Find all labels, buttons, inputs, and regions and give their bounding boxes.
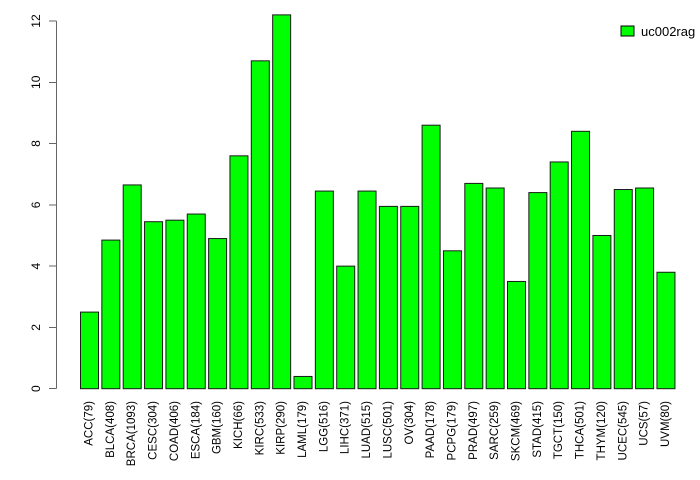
- chart-bar: [442, 250, 462, 390]
- chart-bar: [635, 187, 655, 390]
- x-axis-label: SARC(259): [489, 401, 501, 460]
- x-axis-label: LUAD(515): [361, 401, 373, 459]
- x-axis-label: LAML(179): [297, 401, 309, 458]
- chart-bar: [528, 192, 548, 390]
- chart-bar: [186, 213, 206, 390]
- chart-bar: [314, 190, 334, 390]
- y-axis-tick-label: 12: [29, 14, 43, 28]
- chart-bar: [485, 187, 505, 390]
- x-axis-label: PCPG(179): [446, 401, 458, 461]
- x-axis-label: STAD(415): [532, 401, 544, 458]
- chart-bar: [549, 161, 569, 390]
- x-axis-label: TGCT(150): [553, 401, 565, 459]
- x-axis-label: THCA(501): [575, 401, 587, 459]
- y-axis-tick-label: 2: [29, 324, 43, 331]
- x-axis-label: KIRP(290): [276, 401, 288, 455]
- x-axis-label: KIRC(533): [254, 401, 266, 455]
- x-axis-label: UCS(57): [639, 401, 651, 446]
- chart-bar: [250, 60, 270, 390]
- chart-bar: [101, 239, 121, 390]
- chart-bar: [80, 311, 99, 390]
- chart-bar: [656, 271, 676, 390]
- chart-bar: [144, 221, 164, 390]
- x-axis-label: GBM(160): [212, 401, 224, 454]
- x-axis-label: LGG(516): [318, 401, 330, 452]
- chart-bar: [378, 205, 398, 390]
- x-axis-label: ACC(79): [84, 401, 96, 446]
- chart-bar: [592, 234, 612, 390]
- chart-bar: [421, 124, 441, 390]
- chart-bar: [208, 238, 228, 390]
- chart-bar: [571, 130, 591, 390]
- x-axis-label: UCEC(545): [617, 401, 629, 461]
- chart-bar: [229, 155, 249, 390]
- chart-bar: [272, 14, 292, 390]
- x-axis-label: PAAD(178): [425, 401, 437, 458]
- chart-bar: [464, 182, 484, 390]
- chart-bar: [507, 280, 526, 390]
- chart-bar: [293, 375, 313, 390]
- x-axis-label: BLCA(408): [105, 401, 117, 458]
- chart-bar: [613, 189, 633, 390]
- chart-bar: [165, 219, 185, 390]
- chart-bar: [122, 184, 142, 390]
- y-axis-tick-label: 4: [29, 262, 43, 269]
- chart-bar: [336, 265, 356, 390]
- chart-bar: [400, 205, 420, 390]
- legend-label: uc002rag: [641, 24, 695, 39]
- x-axis-label: SKCM(469): [511, 401, 523, 461]
- y-axis-tick-label: 6: [29, 201, 43, 208]
- chart-bar: [357, 190, 377, 390]
- y-axis-tick-label: 10: [29, 75, 43, 89]
- x-axis-label: CESC(304): [148, 401, 160, 460]
- x-axis-label: BRCA(1093): [126, 401, 138, 466]
- x-axis-label: OV(304): [404, 401, 416, 445]
- y-axis-tick-label: 8: [29, 140, 43, 147]
- x-axis-label: LIHC(371): [340, 401, 352, 454]
- x-axis-label: KICH(66): [233, 401, 245, 449]
- y-axis-tick-label: 0: [29, 385, 43, 392]
- x-axis-label: THYM(120): [596, 401, 608, 461]
- x-axis-label: ESCA(184): [190, 401, 202, 459]
- x-axis-label: COAD(406): [169, 401, 181, 461]
- legend-swatch: [620, 25, 635, 37]
- x-axis-label: PRAD(497): [468, 401, 480, 460]
- x-axis-label: UVM(80): [660, 401, 672, 447]
- x-axis-label: LUSC(501): [382, 401, 394, 459]
